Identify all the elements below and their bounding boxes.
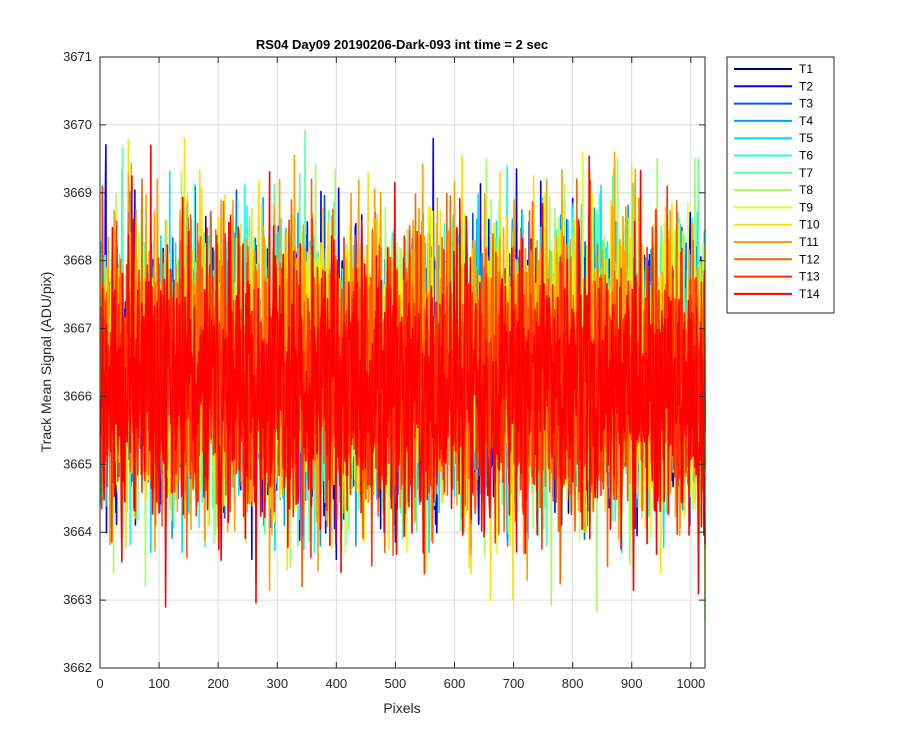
series-layer	[99, 129, 706, 621]
plot-frame	[99, 56, 706, 669]
y-tick-label: 3663	[63, 592, 92, 607]
legend-label-t5: T5	[799, 131, 813, 145]
legend-label-t2: T2	[799, 79, 813, 93]
x-axis-label: Pixels	[383, 700, 420, 716]
legend-label-t9: T9	[799, 200, 813, 214]
y-tick-label: 3668	[63, 253, 92, 268]
x-tick-label: 500	[385, 676, 407, 691]
y-tick-label: 3664	[63, 524, 92, 539]
legend-label-t3: T3	[799, 97, 813, 111]
x-tick-label: 0	[96, 676, 103, 691]
legend-label-t11: T11	[799, 235, 819, 249]
x-tick-label: 700	[503, 676, 525, 691]
x-tick-label: 300	[266, 676, 288, 691]
y-tick-label: 3666	[63, 388, 92, 403]
x-tick-label: 200	[207, 676, 229, 691]
y-tick-label: 3667	[63, 321, 92, 336]
y-axis-label: Track Mean Signal (ADU/pix)	[38, 272, 54, 453]
x-tick-label: 1000	[676, 676, 705, 691]
x-tick-label: 900	[621, 676, 643, 691]
x-tick-label: 800	[562, 676, 584, 691]
legend-label-t7: T7	[799, 166, 813, 180]
legend-label-t8: T8	[799, 183, 813, 197]
legend-box	[726, 56, 835, 314]
y-tick-label: 3671	[63, 49, 92, 64]
x-tick-label: 400	[325, 676, 347, 691]
legend-label-t1: T1	[799, 62, 813, 76]
x-tick-label: 100	[148, 676, 170, 691]
y-tick-label: 3665	[63, 456, 92, 471]
legend-label-t14: T14	[799, 287, 820, 301]
x-tick-label: 600	[444, 676, 466, 691]
y-tick-label: 3662	[63, 660, 92, 675]
legend-label-t13: T13	[799, 270, 820, 284]
y-tick-label: 3669	[63, 185, 92, 200]
series-line-t14	[99, 144, 706, 608]
legend-label-t6: T6	[799, 149, 813, 163]
legend-label-t10: T10	[799, 218, 820, 232]
legend: T1 T2 T3 T4 T5 T6 T7 T8 T9 T10 T11 T12 T13 T14	[726, 56, 835, 314]
chart-title: RS04 Day09 20190206-Dark-093 int time = …	[256, 37, 548, 52]
legend-label-t12: T12	[799, 252, 820, 266]
legend-label-t4: T4	[799, 114, 813, 128]
y-tick-label: 3670	[63, 117, 92, 132]
axis-ticks: 0 100 200 300 400 500 600 700 800 900 1000 3662 3663…	[63, 49, 705, 691]
